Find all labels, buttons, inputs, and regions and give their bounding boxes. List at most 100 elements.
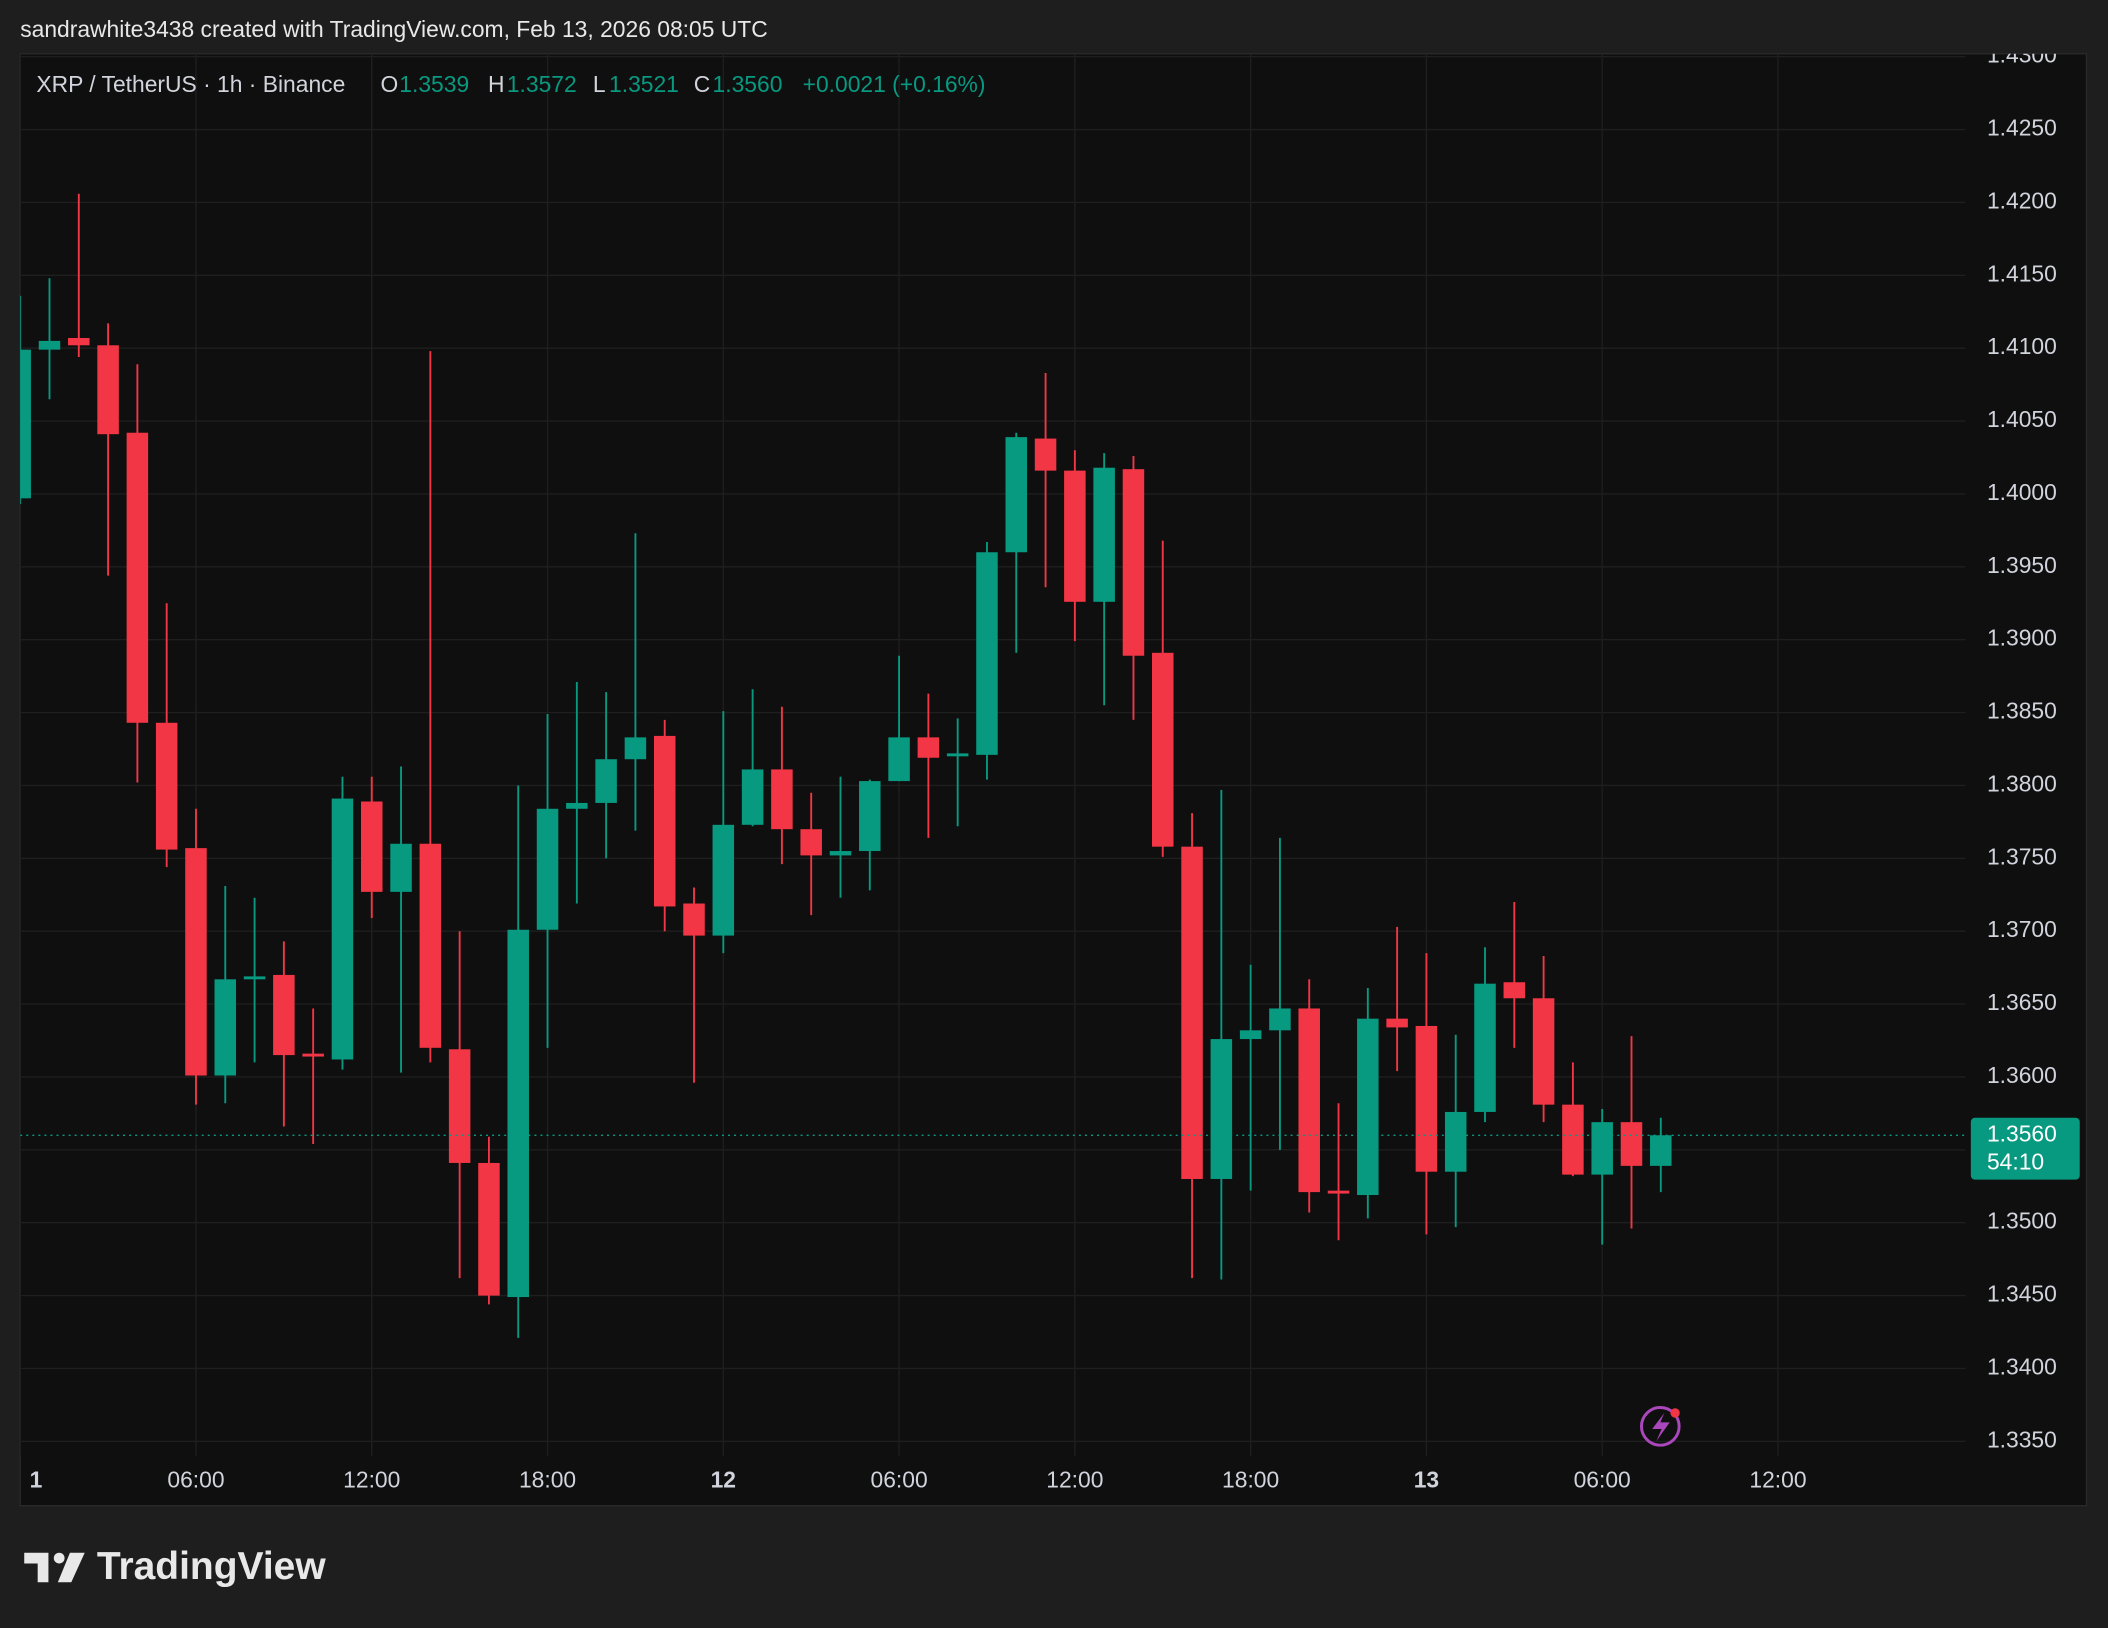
legend-value: 1.3560: [713, 71, 783, 97]
candle-body: [624, 737, 647, 760]
candle-body: [1357, 1018, 1379, 1196]
last-price-label: 1.3560: [1987, 1120, 2057, 1146]
legend-value: 1.3521: [609, 71, 679, 97]
candle-body: [1122, 469, 1145, 656]
y-tick-label: 1.4200: [1987, 187, 2057, 213]
candle-body: [448, 1049, 471, 1163]
candle-body: [741, 769, 764, 825]
y-tick-label: 1.4100: [1987, 333, 2057, 359]
candle-body: [360, 801, 383, 892]
candle-body: [20, 349, 31, 499]
candle-body: [68, 337, 90, 346]
candle-body: [273, 974, 295, 1056]
legend-key: H: [488, 71, 505, 97]
x-tick-label: 06:00: [1574, 1466, 1631, 1492]
x-tick-label: 12:00: [1046, 1466, 1103, 1492]
alert-icon: [1639, 1406, 1681, 1447]
candle-body: [1005, 437, 1028, 553]
candle-body: [331, 798, 354, 1060]
countdown: 54:10: [1987, 1149, 2044, 1175]
last-price-tag: [1970, 1117, 2080, 1180]
candle-body: [536, 808, 559, 930]
candle-body: [419, 843, 442, 1048]
candle-body: [771, 769, 793, 830]
x-tick-label: 12:00: [1749, 1466, 1806, 1492]
y-tick-label: 1.4150: [1987, 260, 2057, 286]
brand-logo-slash: [57, 1552, 85, 1583]
candle-body: [302, 1053, 324, 1057]
candle-body: [888, 737, 910, 782]
candle-body: [1532, 998, 1555, 1105]
candle-body: [1474, 983, 1496, 1112]
y-tick-label: 1.3400: [1987, 1354, 2057, 1380]
candle-body: [1327, 1190, 1350, 1194]
candle-body: [683, 903, 705, 936]
attribution: sandrawhite3438 created with TradingView…: [20, 16, 768, 42]
candle-body: [1034, 438, 1057, 471]
candle-body: [1298, 1008, 1320, 1193]
candle-body: [1386, 1018, 1408, 1028]
chart-panel: [19, 53, 2088, 1507]
candle-body: [214, 979, 237, 1076]
y-tick-label: 1.3850: [1987, 698, 2057, 724]
y-tick-label: 1.4050: [1987, 406, 2057, 432]
alert-bolt: [1652, 1412, 1670, 1442]
legend-key: L: [593, 71, 606, 97]
brand-name: TradingView: [97, 1545, 327, 1588]
candle-body: [917, 737, 940, 758]
candle-body: [155, 722, 178, 850]
x-tick-label: 1: [30, 1466, 43, 1492]
candle-body: [1181, 846, 1203, 1179]
x-tick-label: 13: [1414, 1466, 1439, 1492]
candle-body: [1210, 1039, 1233, 1179]
legend-key: C: [694, 71, 710, 97]
x-tick-label: 12:00: [343, 1466, 400, 1492]
y-tick-label: 1.3750: [1987, 843, 2057, 869]
y-tick-label: 1.3600: [1987, 1062, 2057, 1088]
x-tick-label: 06:00: [167, 1466, 224, 1492]
candle-body: [1591, 1122, 1613, 1175]
y-tick-label: 1.4300: [1987, 42, 2057, 68]
candle-body: [712, 824, 735, 936]
candle-body: [390, 843, 412, 892]
candle-body: [1239, 1030, 1262, 1040]
candle-body: [800, 829, 822, 856]
candle-body: [859, 781, 881, 852]
candles: [20, 193, 1966, 1338]
x-tick-label: 06:00: [870, 1466, 927, 1492]
y-tick-label: 1.3650: [1987, 989, 2057, 1015]
y-tick-label: 1.3700: [1987, 916, 2057, 942]
y-tick-label: 1.3350: [1987, 1426, 2057, 1452]
candle-body: [126, 432, 149, 723]
candle-body: [976, 552, 998, 755]
legend-key: O: [380, 71, 398, 97]
legend-value: 1.3572: [507, 71, 577, 97]
candle-body: [507, 929, 529, 1298]
candle-body: [1151, 652, 1174, 847]
x-tick-label: 18:00: [519, 1466, 576, 1492]
candle-body: [185, 848, 207, 1076]
time-axis: 1 06:00 12:00 18:00 12 06:00 12:00 18:00 13 06:00…: [30, 1466, 1807, 1492]
x-tick-label: 12: [711, 1466, 736, 1492]
candle-body: [1269, 1008, 1291, 1031]
candle-body: [97, 345, 119, 435]
candle-body: [1620, 1122, 1643, 1166]
candle-body: [946, 753, 969, 757]
legend: XRP / TetherUS · 1h · Binance O 1.3539 H 1.…: [36, 71, 985, 97]
candle-body: [566, 802, 588, 809]
y-tick-label: 1.3450: [1987, 1281, 2057, 1307]
y-tick-label: 1.3950: [1987, 552, 2057, 578]
candle-body: [653, 735, 676, 907]
legend-change: +0.0021 (+0.16%): [803, 71, 986, 97]
alert-dot: [1670, 1408, 1680, 1418]
candle-body: [595, 759, 617, 803]
brand: TradingView: [24, 1545, 326, 1588]
brand-logo-bar: [24, 1552, 49, 1583]
y-tick-label: 1.3900: [1987, 625, 2057, 651]
candle-body: [1093, 467, 1115, 602]
candle-body: [1562, 1104, 1584, 1175]
candle-body: [478, 1162, 500, 1296]
candle-body: [243, 976, 266, 980]
